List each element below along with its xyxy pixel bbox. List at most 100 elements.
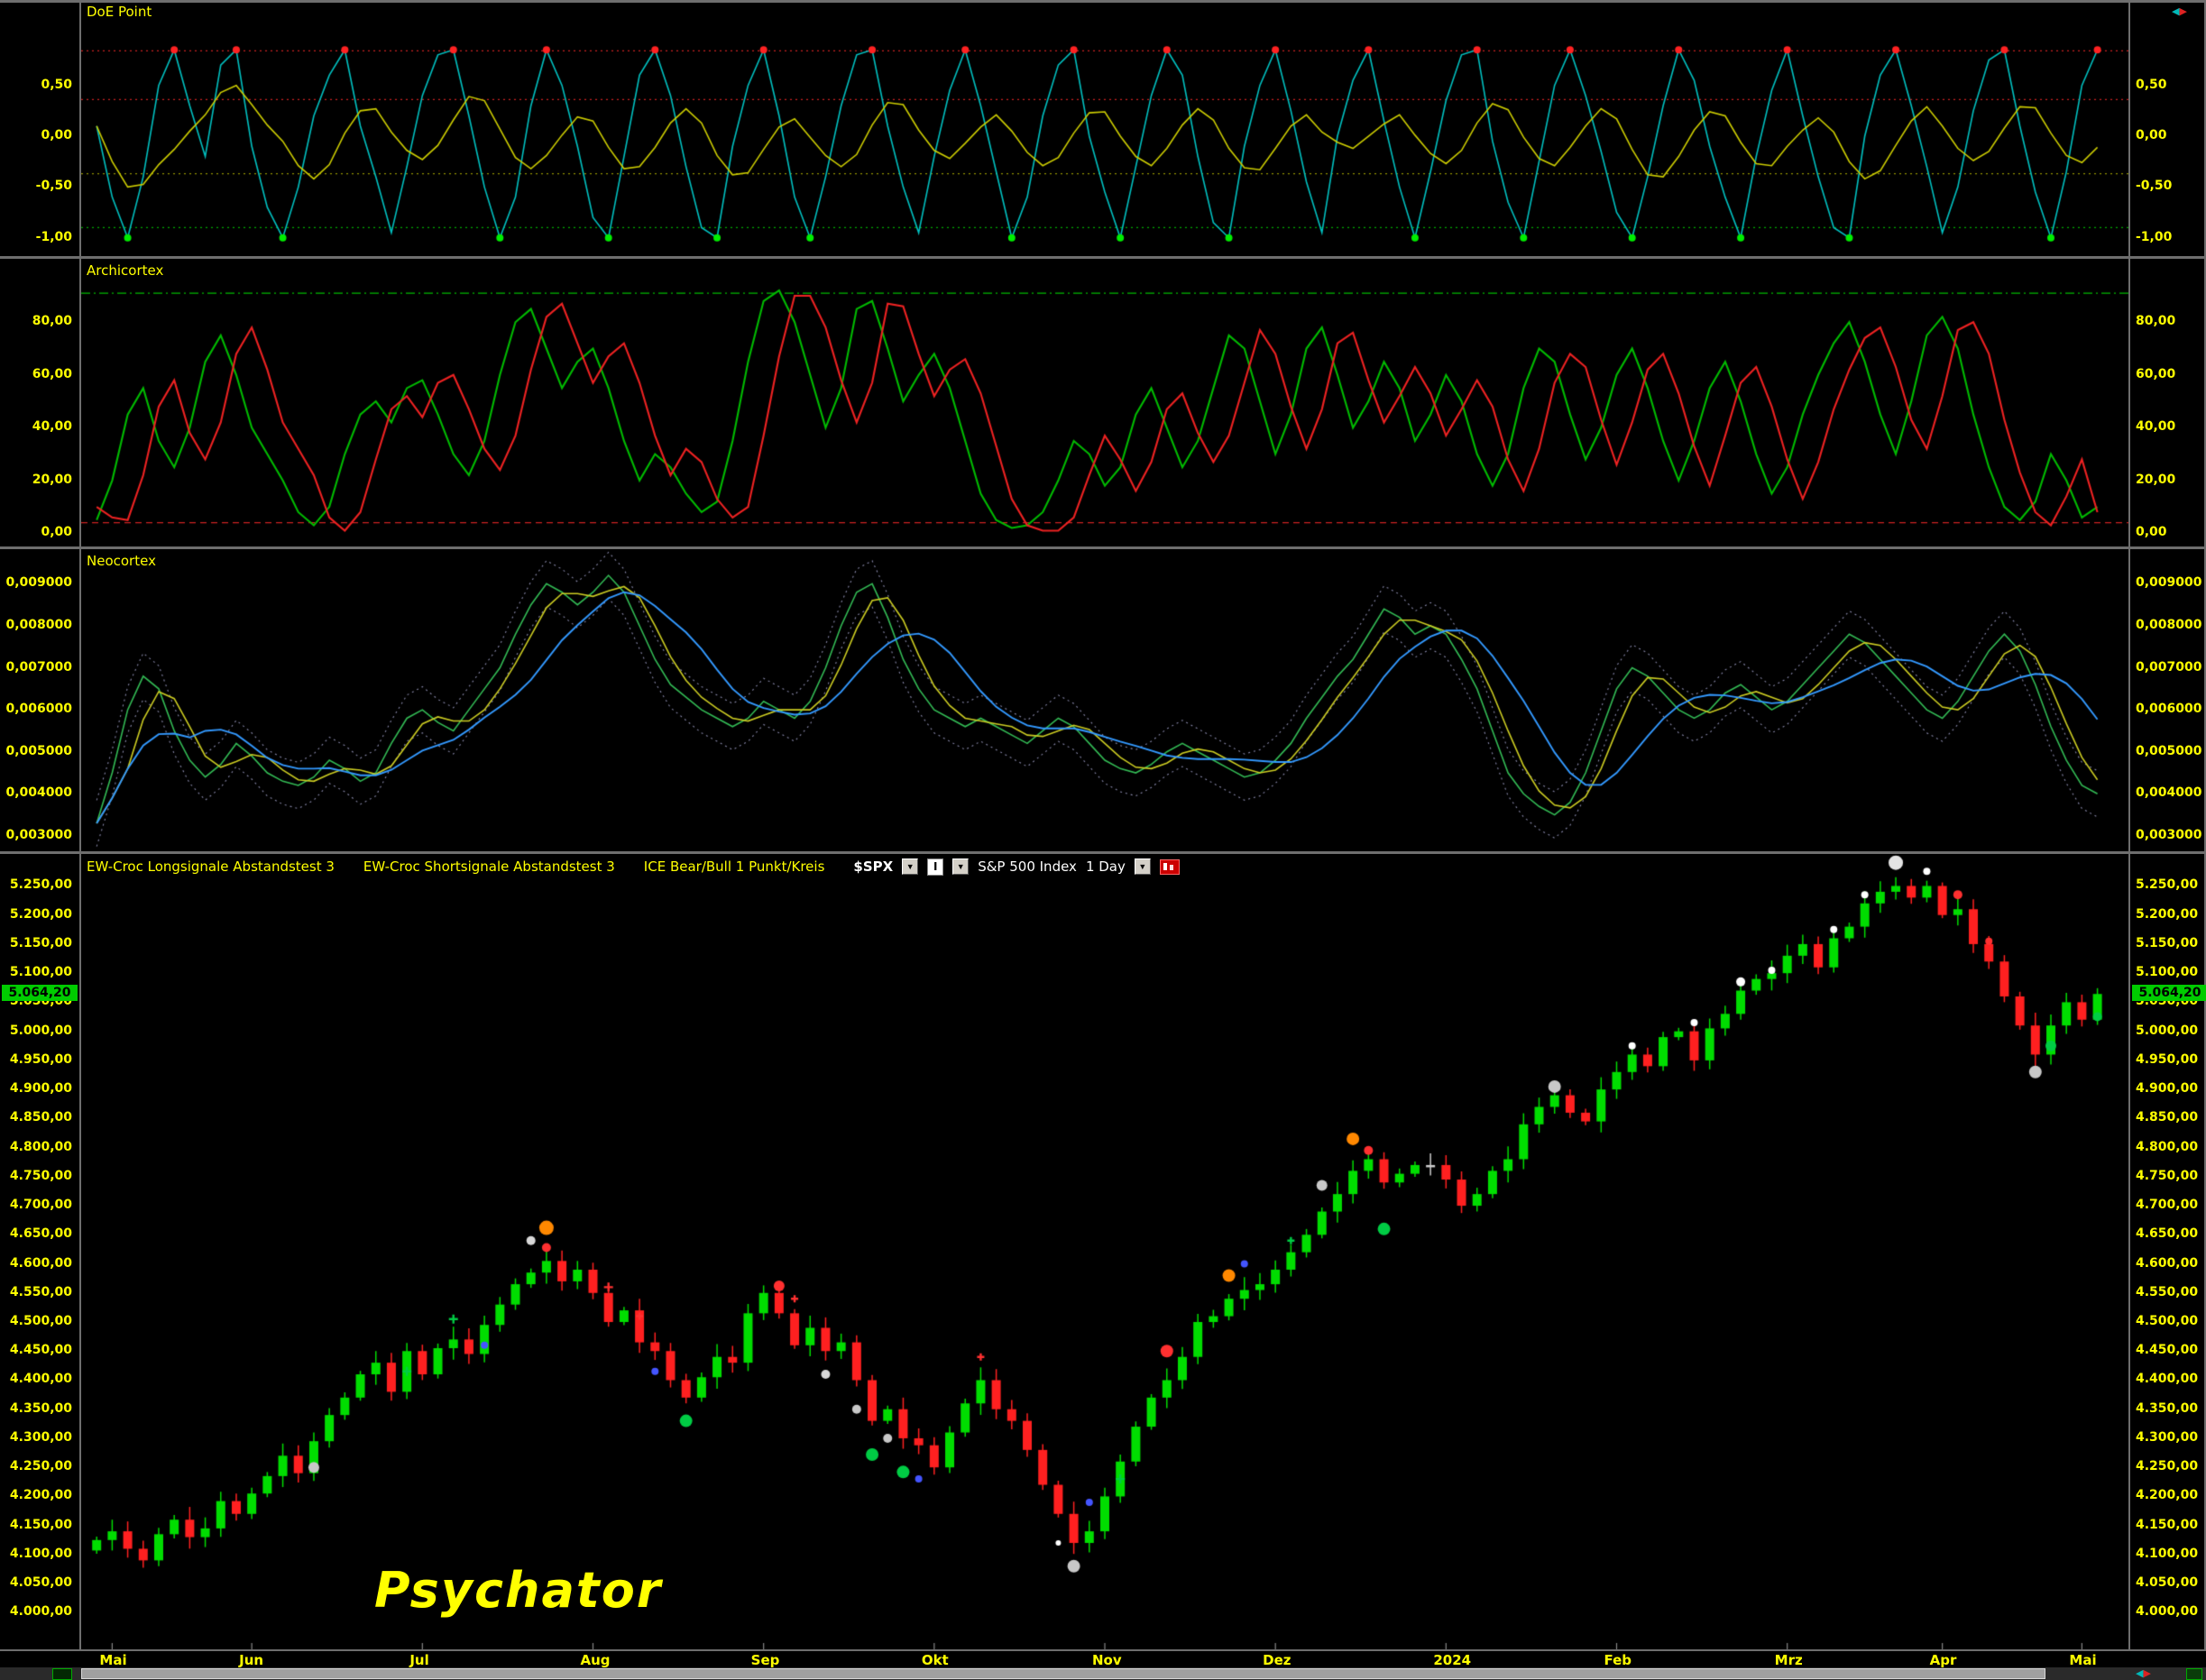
axis-tick-label: 0,007000	[5, 659, 72, 675]
panel-divider[interactable]	[0, 256, 2206, 259]
neocortex-title[interactable]: Neocortex	[87, 553, 156, 569]
ew-croc-long-label[interactable]: EW-Croc Longsignale Abstandstest 3	[87, 858, 335, 875]
interval-dropdown-button[interactable]: ▼	[952, 858, 970, 875]
axis-tick-label: 0,00	[2136, 525, 2167, 540]
chevron-down-icon: ▼	[1138, 861, 1147, 871]
pan-left-icon: ◀	[2172, 5, 2180, 17]
panel-divider[interactable]	[0, 546, 2206, 549]
axis-tick-label: 4.050,00	[2136, 1575, 2199, 1591]
axis-tick-label: 5.200,00	[9, 906, 72, 922]
axis-tick-label: 4.650,00	[9, 1226, 72, 1242]
axis-tick-label: 4.250,00	[2136, 1459, 2199, 1474]
pan-left-icon: ◀	[2136, 1667, 2144, 1679]
scroll-corner-arrows-icon[interactable]: ◀▶	[2136, 1667, 2151, 1680]
axis-tick-label: -0,50	[35, 179, 72, 194]
axis-tick-label: 60,00	[32, 366, 72, 381]
axis-tick-label: 5.250,00	[9, 877, 72, 893]
right-price-axis: 0,50 0,00 -0,50 -1,00 80,00 60,00 40,00 20,00 0,…	[2130, 0, 2206, 1680]
month-label: Dez	[1263, 1652, 1291, 1668]
axis-tick-label: 60,00	[2136, 366, 2176, 381]
doe-point-panel-canvas[interactable]	[81, 0, 2128, 256]
time-axis: Mai Jun Jul Aug Sep Okt Nov Dez 2024 Feb Mrz Apr Mai	[0, 1651, 2206, 1668]
last-price-tag: 5.064,20	[2, 985, 78, 1002]
axis-tick-label: -1,00	[2136, 229, 2173, 244]
axis-tick-label: 0,009000	[2136, 575, 2202, 591]
scrollbar-thumb[interactable]	[81, 1668, 2045, 1679]
axis-tick-label: 5.250,00	[2136, 877, 2199, 893]
axis-tick-label: 4.850,00	[9, 1110, 72, 1125]
axis-tick-label: 4.650,00	[2136, 1226, 2199, 1242]
axis-tick-label: 4.750,00	[2136, 1168, 2199, 1183]
pan-arrows-icon[interactable]: ◀▶	[2172, 5, 2187, 18]
axis-tick-label: 0,50	[2136, 77, 2167, 92]
axis-tick-label: 4.700,00	[2136, 1198, 2199, 1213]
axis-tick-label: 4.100,00	[9, 1546, 72, 1561]
axis-tick-label: 40,00	[32, 419, 72, 435]
axis-tick-label: 0,50	[41, 77, 72, 92]
archicortex-title[interactable]: Archicortex	[87, 262, 164, 279]
month-label: Apr	[1929, 1652, 1957, 1668]
axis-tick-label: 4.050,00	[9, 1575, 72, 1591]
axis-tick-label: 0,003000	[5, 827, 72, 842]
interval-button[interactable]: I	[927, 858, 944, 876]
axis-tick-label: 0,004000	[2136, 785, 2202, 801]
symbol-dropdown-button[interactable]: ▼	[902, 858, 919, 875]
axis-tick-label: 4.150,00	[9, 1517, 72, 1532]
panel-divider	[0, 0, 2206, 3]
axis-tick-label: 4.200,00	[9, 1488, 72, 1503]
panel-divider[interactable]	[0, 851, 2206, 854]
axis-tick-label: 0,00	[2136, 128, 2167, 143]
axis-tick-label: 0,006000	[5, 702, 72, 717]
neocortex-panel-canvas[interactable]	[81, 549, 2128, 851]
axis-tick-label: 4.600,00	[9, 1255, 72, 1271]
chevron-down-icon: ▼	[905, 861, 915, 871]
axis-tick-label: 4.400,00	[9, 1372, 72, 1387]
axis-tick-label: 4.350,00	[2136, 1400, 2199, 1416]
month-label: Aug	[580, 1652, 611, 1668]
month-label: Nov	[1092, 1652, 1122, 1668]
axis-tick-label: 5.100,00	[9, 965, 72, 980]
doe-point-title[interactable]: DoE Point	[87, 4, 152, 20]
axis-tick-label: 5.150,00	[2136, 935, 2199, 950]
month-label: Jul	[409, 1652, 429, 1668]
chart-settings-icon[interactable]	[1159, 858, 1180, 875]
left-price-axis: 0,50 0,00 -0,50 -1,00 80,00 60,00 40,00 20,00 0,…	[0, 0, 81, 1680]
axis-tick-label: 4.400,00	[2136, 1372, 2199, 1387]
month-label: Feb	[1604, 1652, 1632, 1668]
axis-tick-label: 4.200,00	[2136, 1488, 2199, 1503]
axis-border-line	[2128, 0, 2130, 1649]
axis-tick-label: 0,008000	[5, 617, 72, 632]
axis-tick-label: 40,00	[2136, 419, 2176, 435]
axis-tick-label: 5.000,00	[9, 1023, 72, 1038]
panel-lock-icon[interactable]	[52, 1668, 72, 1680]
panel-lock-icon[interactable]	[2186, 1668, 2202, 1680]
axis-tick-label: 0,006000	[2136, 702, 2202, 717]
axis-tick-label: 4.950,00	[2136, 1051, 2199, 1067]
month-label: 2024	[1433, 1652, 1472, 1668]
horizontal-scrollbar[interactable]	[0, 1667, 2206, 1680]
ice-bearbull-label[interactable]: ICE Bear/Bull 1 Punkt/Kreis	[643, 858, 825, 875]
ew-croc-short-label[interactable]: EW-Croc Shortsignale Abstandstest 3	[363, 858, 615, 875]
axis-tick-label: 4.800,00	[2136, 1139, 2199, 1154]
axis-tick-label: 4.450,00	[2136, 1343, 2199, 1358]
chevron-down-icon: ▼	[956, 861, 965, 871]
period-dropdown-button[interactable]: ▼	[1134, 858, 1151, 875]
axis-tick-label: 4.850,00	[2136, 1110, 2199, 1125]
axis-tick-label: 4.900,00	[9, 1081, 72, 1097]
price-chart-canvas[interactable]	[81, 854, 2128, 1649]
instrument-label: S&P 500 Index	[978, 858, 1077, 875]
axis-tick-label: 20,00	[32, 472, 72, 487]
axis-tick-label: 4.750,00	[9, 1168, 72, 1183]
month-label: Mai	[2069, 1652, 2097, 1668]
axis-tick-label: 0,009000	[5, 575, 72, 591]
axis-tick-label: 0,008000	[2136, 617, 2202, 632]
symbol-label: $SPX	[853, 858, 894, 875]
axis-tick-label: -0,50	[2136, 179, 2173, 194]
axis-tick-label: 4.250,00	[9, 1459, 72, 1474]
axis-tick-label: 4.500,00	[2136, 1314, 2199, 1328]
archicortex-panel-canvas[interactable]	[81, 259, 2128, 546]
axis-tick-label: 4.600,00	[2136, 1255, 2199, 1271]
axis-tick-label: 20,00	[2136, 472, 2176, 487]
axis-tick-label: 80,00	[2136, 314, 2176, 329]
axis-tick-label: 0,005000	[2136, 743, 2202, 758]
